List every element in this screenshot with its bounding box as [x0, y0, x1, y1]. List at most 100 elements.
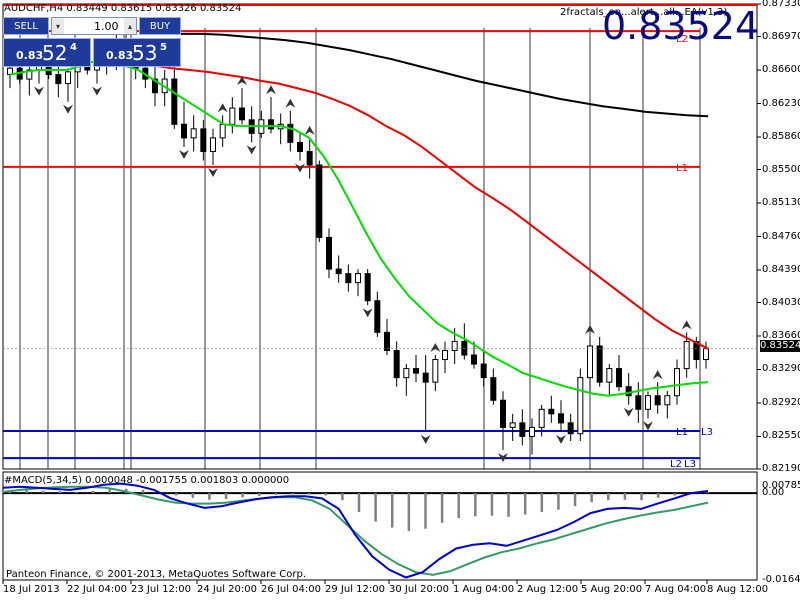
fractal-up-icon-7: [430, 343, 441, 353]
fractal-down-icon-1: [63, 104, 73, 114]
price-tick-label: 0.84390: [762, 263, 800, 275]
candle-body-50: [490, 377, 497, 401]
big-price: 0.83524: [602, 4, 760, 48]
buy-label: BUY: [149, 20, 171, 32]
price-tick-label: 0.82920: [762, 396, 800, 408]
macd-tick-label: -0.016475: [762, 574, 800, 585]
candle-body-61: [596, 345, 603, 383]
fractal-down-icon-8: [420, 434, 431, 444]
candle-body-29: [287, 123, 294, 143]
candle-body-59: [577, 377, 584, 435]
buy-button[interactable]: BUY: [139, 17, 181, 35]
level-label-l1-blue: L1: [676, 427, 688, 438]
candle-body-55: [538, 408, 545, 428]
fractal-up-icon-2: [217, 103, 228, 113]
time-tick-label: 23 Jul 12:00: [131, 584, 191, 595]
fractal-up-icon-4: [266, 85, 276, 95]
time-tick-label: 30 Jul 20:00: [389, 584, 449, 595]
fractal-down-icon-9: [498, 453, 508, 463]
price-tick-label: 0.82550: [762, 430, 800, 442]
symbol-info: AUDCHF,H4 0.83449 0.83615 0.83326 0.8352…: [4, 3, 242, 14]
price-tick-label: 0.85500: [762, 163, 800, 175]
time-tick-label: 22 Jul 04:00: [67, 584, 127, 595]
fractal-down-icon-5: [246, 145, 257, 155]
price-tick-label: 0.82190: [762, 463, 800, 474]
fractal-up-icon-5: [285, 98, 296, 108]
candle-body-36: [355, 273, 361, 284]
fractal-up-icon-3: [237, 76, 247, 86]
main-panel-border: [2, 3, 758, 470]
candle-body-51: [500, 399, 506, 428]
macd-signal-line: [2, 485, 709, 576]
fractal-up-icon-6: [304, 125, 315, 135]
candle-body-64: [625, 386, 632, 397]
lot-decrease-arrow-icon[interactable]: ▾: [52, 18, 64, 34]
time-tick-label: 7 Aug 04:00: [645, 584, 707, 595]
candle-body-15: [152, 78, 158, 94]
time-tick-label: 1 Aug 04:00: [453, 584, 515, 595]
one-click-trading-panel: SELL ▾ 1.00 ▴ BUY 0.83 52 4 0.83 53 5: [3, 17, 181, 67]
level-label-l1-red: L1: [676, 163, 688, 174]
candle-body-33: [326, 236, 332, 270]
candle-body-72: [703, 348, 709, 361]
candle-body-53: [519, 422, 526, 437]
candle-body-34: [335, 268, 342, 275]
candle-body-20: [200, 128, 207, 152]
time-tick-label: 24 Jul 20:00: [197, 584, 257, 595]
time-tick-label: 2 Aug 12:00: [517, 584, 579, 595]
lot-size-field[interactable]: ▾ 1.00 ▴: [51, 17, 137, 35]
current-price-tag: 0.83524: [760, 340, 800, 352]
price-tick-label: 0.85860: [762, 130, 800, 142]
candle-body-30: [297, 141, 303, 152]
sell-quote[interactable]: 0.83 52 4: [3, 38, 91, 67]
lot-increase-arrow-icon[interactable]: ▴: [124, 18, 136, 34]
sell-button[interactable]: SELL: [3, 17, 49, 35]
time-tick-label: 8 Aug 12:00: [707, 584, 769, 595]
level-label-l3-blue-bottom: L3: [684, 459, 696, 470]
fractal-down-icon-6: [295, 163, 305, 173]
level-label-l2-red: L2: [676, 34, 688, 45]
price-tick-label: 0.84030: [762, 296, 800, 308]
sell-quote-big: 52: [42, 41, 68, 65]
candle-body-31: [306, 150, 313, 166]
fractal-down-icon-4: [208, 168, 218, 178]
candle-body-2: [26, 69, 33, 80]
candle-body-60: [587, 345, 593, 379]
price-tick-label: 0.85130: [762, 197, 800, 209]
candle-body-70: [683, 340, 690, 370]
level-label-l3-blue: L3: [701, 427, 713, 438]
candle-body-52: [509, 422, 516, 428]
price-tick-label: 0.86970: [762, 30, 800, 42]
fractal-down-icon-2: [92, 86, 102, 96]
fractal-down-icon-12: [643, 421, 653, 431]
candle-body-66: [645, 395, 651, 410]
buy-quote-prefix: 0.83: [106, 49, 134, 62]
candle-body-54: [529, 426, 535, 437]
fractal-up-icon-9: [652, 370, 663, 380]
fractal-down-icon-11: [623, 407, 634, 417]
candle-body-67: [654, 395, 661, 406]
time-tick-label: 29 Jul 12:00: [325, 584, 385, 595]
candle-body-57: [558, 413, 564, 424]
fractal-down-icon-7: [362, 308, 373, 318]
price-tick-label: 0.84760: [762, 230, 800, 242]
candle-body-56: [548, 408, 555, 415]
macd-main-line: [2, 482, 709, 579]
candle-body-38: [374, 300, 381, 333]
time-tick-label: 5 Aug 20:00: [581, 584, 643, 595]
candle-body-44: [432, 359, 439, 383]
candle-body-71: [693, 340, 700, 361]
current-price-label: 0.83524: [760, 340, 800, 351]
copyright-text: Panteon Finance, © 2001-2013, MetaQuotes…: [6, 569, 307, 580]
sell-quote-prefix: 0.83: [16, 49, 44, 62]
time-tick-label: 18 Jul 2013: [3, 584, 60, 595]
price-tick-label: 0.87330: [762, 0, 800, 9]
fractal-down-icon-0: [34, 86, 44, 96]
fractal-up-icon-8: [585, 324, 595, 334]
buy-quote[interactable]: 0.83 53 5: [93, 38, 181, 67]
fractal-down-icon-3: [179, 149, 189, 159]
buy-quote-big: 53: [132, 41, 158, 65]
level-label-l2-blue: L2: [670, 459, 682, 470]
